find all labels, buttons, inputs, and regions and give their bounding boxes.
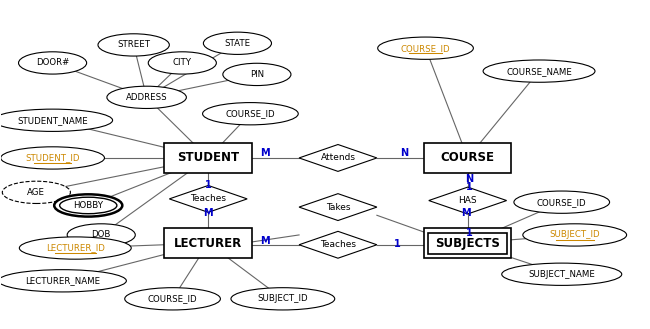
Text: SUBJECTS: SUBJECTS	[436, 237, 500, 250]
Text: COURSE_NAME: COURSE_NAME	[506, 67, 572, 76]
Polygon shape	[299, 231, 377, 258]
Text: ADDRESS: ADDRESS	[126, 93, 168, 102]
Text: DOOR#: DOOR#	[36, 59, 70, 67]
Polygon shape	[299, 194, 377, 220]
FancyBboxPatch shape	[424, 228, 512, 258]
Text: 1: 1	[465, 182, 473, 192]
Text: M: M	[261, 237, 270, 246]
Text: Teaches: Teaches	[190, 194, 226, 203]
Ellipse shape	[148, 52, 216, 74]
Text: LECTURER_NAME: LECTURER_NAME	[25, 276, 100, 285]
Text: LECTURER: LECTURER	[174, 237, 242, 250]
Text: PIN: PIN	[250, 70, 264, 79]
FancyBboxPatch shape	[424, 143, 512, 173]
Ellipse shape	[1, 147, 105, 169]
Text: N: N	[465, 174, 473, 184]
Polygon shape	[429, 187, 506, 214]
Ellipse shape	[203, 103, 298, 125]
FancyBboxPatch shape	[428, 233, 507, 254]
FancyBboxPatch shape	[164, 143, 252, 173]
Text: 1: 1	[205, 180, 212, 190]
FancyBboxPatch shape	[164, 228, 252, 258]
Text: STATE: STATE	[224, 39, 250, 48]
Ellipse shape	[231, 288, 335, 310]
Ellipse shape	[523, 224, 627, 246]
Text: Takes: Takes	[326, 203, 350, 212]
Text: LECTURER_ID: LECTURER_ID	[46, 243, 105, 253]
Ellipse shape	[54, 194, 122, 216]
Ellipse shape	[125, 288, 220, 310]
Text: HAS: HAS	[458, 196, 477, 205]
Ellipse shape	[67, 224, 135, 246]
Text: Attends: Attends	[320, 153, 356, 163]
Text: COURSE_ID: COURSE_ID	[400, 44, 450, 53]
Text: M: M	[261, 148, 270, 158]
Polygon shape	[299, 144, 377, 171]
Ellipse shape	[203, 32, 272, 54]
Text: STUDENT_ID: STUDENT_ID	[25, 153, 80, 163]
Ellipse shape	[60, 197, 117, 214]
Ellipse shape	[483, 60, 595, 82]
Text: SUBJECT_ID: SUBJECT_ID	[549, 230, 600, 240]
Text: COURSE_ID: COURSE_ID	[537, 198, 586, 207]
Text: COURSE_ID: COURSE_ID	[148, 294, 198, 303]
Ellipse shape	[514, 191, 610, 213]
Text: 1: 1	[395, 239, 401, 249]
Ellipse shape	[0, 109, 112, 131]
Text: M: M	[462, 208, 471, 218]
Ellipse shape	[98, 34, 170, 56]
Polygon shape	[170, 186, 247, 212]
Ellipse shape	[223, 63, 291, 86]
Ellipse shape	[19, 52, 86, 74]
Ellipse shape	[3, 181, 70, 203]
Text: STREET: STREET	[117, 40, 150, 49]
Ellipse shape	[107, 86, 187, 109]
Ellipse shape	[0, 270, 126, 292]
Text: COURSE_ID: COURSE_ID	[226, 109, 275, 118]
Text: SUBJECT_NAME: SUBJECT_NAME	[528, 270, 595, 279]
Text: AGE: AGE	[27, 188, 46, 197]
Text: 1: 1	[465, 228, 473, 238]
Ellipse shape	[502, 263, 622, 285]
Text: Teaches: Teaches	[320, 240, 356, 249]
Text: HOBBY: HOBBY	[73, 201, 103, 210]
Text: STUDENT: STUDENT	[177, 151, 239, 164]
Text: COURSE: COURSE	[441, 151, 495, 164]
Text: CITY: CITY	[173, 59, 192, 67]
Text: M: M	[203, 208, 213, 218]
Text: N: N	[400, 148, 408, 158]
Text: DOB: DOB	[92, 230, 111, 240]
Text: SUBJECT_ID: SUBJECT_ID	[257, 294, 308, 303]
Text: STUDENT_NAME: STUDENT_NAME	[17, 116, 88, 125]
Ellipse shape	[20, 237, 131, 259]
Ellipse shape	[378, 37, 473, 59]
